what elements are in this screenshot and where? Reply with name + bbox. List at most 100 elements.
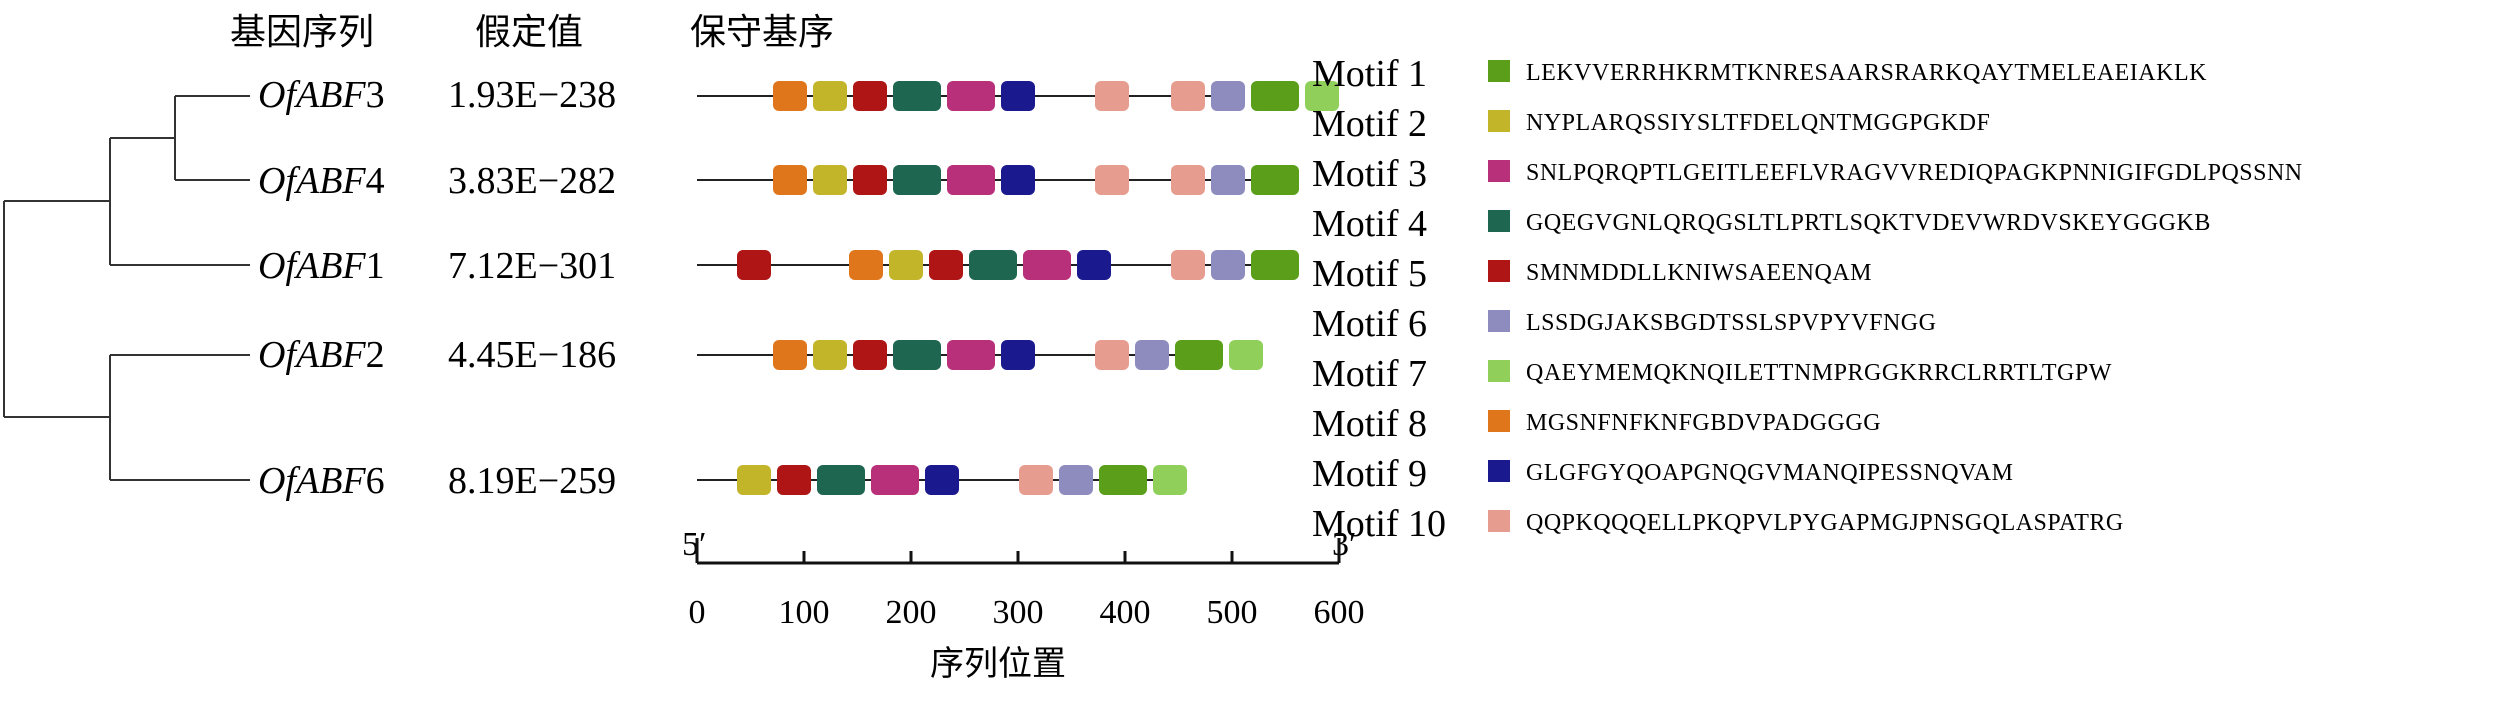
legend-color-swatch — [1488, 160, 1510, 182]
motif-6-box — [1059, 465, 1093, 495]
motif-6-box — [1135, 340, 1169, 370]
motif-7-box — [1229, 340, 1263, 370]
legend-color-swatch — [1488, 210, 1510, 232]
legend-motif-name: Motif 9 — [1312, 453, 1427, 495]
gene-name-ofabf3: OfABF3 — [258, 74, 385, 116]
motif-1-box — [1175, 340, 1223, 370]
motif-9-box — [1001, 81, 1035, 111]
motif-8-box — [773, 81, 807, 111]
motif-track-ofabf1 — [697, 250, 1299, 280]
legend-entry-motif-5: Motif 5 SMNMDDLLKNIWSAEENQAM — [1312, 253, 1872, 295]
evalue-labels: 1.93E−238 3.83E−282 7.12E−301 4.45E−186 … — [448, 74, 616, 502]
motif-10-box — [1171, 250, 1205, 280]
motif-10-box — [1171, 165, 1205, 195]
motif-6-box — [1211, 81, 1245, 111]
motif-10-box — [1019, 465, 1053, 495]
motif-10-box — [1095, 340, 1129, 370]
legend-motif-name: Motif 2 — [1312, 103, 1427, 145]
axis-tick-label: 0 — [689, 594, 706, 631]
evalue-ofabf2: 4.45E−186 — [448, 334, 616, 376]
motif-10-box — [1095, 81, 1129, 111]
legend-color-swatch — [1488, 310, 1510, 332]
motif-4-box — [969, 250, 1017, 280]
legend-entry-motif-9: Motif 9 GLGFGYQOAPGNQGVMANQIPESSNQVAM — [1312, 453, 2013, 495]
legend-motif-sequence: QQPKQQQELLPKQPVLPYGAPMGJPNSGQLASPATRG — [1526, 510, 2124, 536]
motif-3-box — [947, 340, 995, 370]
legend-motif-sequence: LSSDGJAKSBGDTSSLSPVPYVFNGG — [1526, 310, 1936, 336]
motif-2-box — [737, 465, 771, 495]
header-evalue: 假定值 — [475, 12, 583, 53]
motif-1-box — [1251, 165, 1299, 195]
legend-motif-name: Motif 4 — [1312, 203, 1427, 245]
legend-entry-motif-8: Motif 8 MGSNFNFKNFGBDVPADGGGG — [1312, 403, 1881, 445]
phylogenetic-tree — [3, 95, 250, 481]
legend-motif-sequence: QAEYMEMQKNQILETTNMPRGGKRRCLRRTLTGPW — [1526, 360, 2112, 386]
legend-color-swatch — [1488, 60, 1510, 82]
motif-3-box — [871, 465, 919, 495]
motif-1-box — [1251, 250, 1299, 280]
axis-5-prime-label: 5′ — [682, 526, 706, 563]
motif-5-box — [853, 165, 887, 195]
legend-motif-name: Motif 10 — [1312, 503, 1446, 545]
legend-motif-sequence: SNLPQRQPTLGEITLEEFLVRAGVVREDIQPAGKPNNIGI… — [1526, 160, 2303, 186]
legend-motif-name: Motif 1 — [1312, 53, 1427, 95]
axis-tick-label: 400 — [1100, 594, 1151, 631]
axis-tick-label: 500 — [1207, 594, 1258, 631]
axis-tick-label: 200 — [886, 594, 937, 631]
axis-3-prime-label: 3′ — [1332, 526, 1356, 563]
motif-track-ofabf4 — [697, 165, 1299, 195]
evalue-ofabf1: 7.12E−301 — [448, 245, 616, 287]
legend-motif-name: Motif 7 — [1312, 353, 1427, 395]
motif-3-box — [1023, 250, 1071, 280]
motif-tracks — [697, 81, 1339, 495]
motif-2-box — [813, 81, 847, 111]
motif-3-box — [947, 165, 995, 195]
legend-color-swatch — [1488, 510, 1510, 532]
motif-2-box — [813, 165, 847, 195]
legend-motif-sequence: GLGFGYQOAPGNQGVMANQIPESSNQVAM — [1526, 460, 2013, 486]
motif-10-box — [1171, 81, 1205, 111]
header-conserved-motif: 保守基序 — [690, 12, 834, 53]
motif-legend: Motif 1 LEKVVERRHKRMTKNRESAARSRARKQAYTMEL… — [1312, 53, 2303, 545]
gene-name-ofabf4: OfABF4 — [258, 160, 385, 202]
legend-motif-name: Motif 5 — [1312, 253, 1427, 295]
gene-name-ofabf6: OfABF6 — [258, 460, 385, 502]
motif-9-box — [925, 465, 959, 495]
legend-motif-sequence: GQEGVGNLQRQGSLTLPRTLSQKTVDEVWRDVSKEYGGGK… — [1526, 210, 2211, 236]
axis-tick-label: 300 — [993, 594, 1044, 631]
motif-3-box — [947, 81, 995, 111]
legend-entry-motif-4: Motif 4 GQEGVGNLQRQGSLTLPRTLSQKTVDEVWRDVS… — [1312, 203, 2211, 245]
legend-motif-sequence: LEKVVERRHKRMTKNRESAARSRARKQAYTMELEAEIAKL… — [1526, 60, 2207, 86]
legend-color-swatch — [1488, 110, 1510, 132]
motif-8-box — [773, 165, 807, 195]
axis-tick-label: 600 — [1314, 594, 1365, 631]
evalue-ofabf4: 3.83E−282 — [448, 160, 616, 202]
motif-track-ofabf6 — [697, 465, 1187, 495]
motif-4-box — [893, 81, 941, 111]
motif-4-box — [893, 165, 941, 195]
motif-7-box — [1153, 465, 1187, 495]
motif-5-box — [777, 465, 811, 495]
motif-6-box — [1211, 250, 1245, 280]
evalue-ofabf6: 8.19E−259 — [448, 460, 616, 502]
motif-track-ofabf3 — [697, 81, 1339, 111]
motif-10-box — [1095, 165, 1129, 195]
header-gene-sequence: 基因序列 — [230, 12, 374, 53]
motif-8-box — [773, 340, 807, 370]
motif-9-box — [1077, 250, 1111, 280]
legend-color-swatch — [1488, 410, 1510, 432]
legend-color-swatch — [1488, 260, 1510, 282]
legend-motif-name: Motif 8 — [1312, 403, 1427, 445]
evalue-ofabf3: 1.93E−238 — [448, 74, 616, 116]
motif-5-box — [853, 340, 887, 370]
motif-track-ofabf2 — [697, 340, 1263, 370]
gene-name-ofabf2: OfABF2 — [258, 334, 385, 376]
legend-motif-name: Motif 3 — [1312, 153, 1427, 195]
legend-entry-motif-7: Motif 7 QAEYMEMQKNQILETTNMPRGGKRRCLRRTLTG… — [1312, 353, 2112, 395]
axis-title: 序列位置 — [930, 644, 1066, 684]
legend-entry-motif-6: Motif 6 LSSDGJAKSBGDTSSLSPVPYVFNGG — [1312, 303, 1936, 345]
legend-motif-sequence: MGSNFNFKNFGBDVPADGGGG — [1526, 410, 1881, 436]
motif-9-box — [1001, 165, 1035, 195]
sequence-position-axis: 5′ 3′ 序列位置 0 100 200 300 400 500 600 — [682, 526, 1365, 684]
